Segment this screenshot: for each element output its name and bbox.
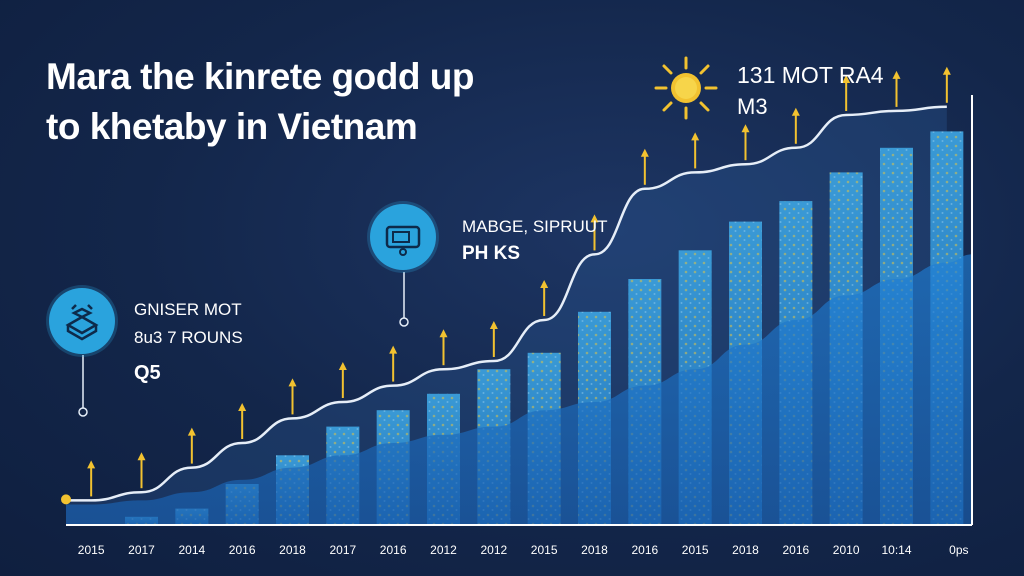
x-tick-label: 2016 — [631, 543, 659, 557]
chart-title: Mara the kinrete godd up to khetaby in V… — [46, 52, 566, 152]
growth-arrow-5 — [338, 362, 347, 398]
callout-3-line-1: 131 MOT RA4 — [737, 62, 884, 88]
trend-line-path — [66, 105, 947, 502]
x-tick-label: 2018 — [279, 543, 306, 557]
callout-2-leader-dot — [399, 317, 409, 327]
title-line-2: to khetaby in Vietnam — [46, 106, 418, 147]
growth-arrow-head-4 — [288, 378, 297, 387]
callout-1-line-3: Q5 — [134, 362, 161, 384]
x-tick-label: 2012 — [480, 543, 508, 557]
x-tick-label: 2017 — [329, 543, 357, 557]
growth-arrow-head-2 — [187, 427, 196, 436]
growth-arrow-head-17 — [942, 66, 951, 75]
growth-arrow-head-14 — [791, 107, 800, 116]
boxes-icon — [65, 304, 99, 341]
trend-start-dot — [61, 494, 71, 505]
callout-leaders — [78, 272, 409, 417]
ticket-icon — [385, 225, 421, 256]
growth-arrow-14 — [791, 107, 800, 144]
growth-arrow-12 — [691, 132, 700, 169]
growth-arrow-9 — [540, 280, 549, 316]
growth-arrow-7 — [439, 329, 448, 366]
growth-arrow-6 — [389, 345, 398, 382]
growth-arrow-head-5 — [338, 362, 347, 370]
callout-3-line-2: M3 — [737, 94, 768, 119]
x-tick-label: 2018 — [732, 543, 759, 557]
growth-arrow-head-8 — [489, 321, 498, 329]
growth-arrow-head-13 — [741, 124, 750, 133]
callout-1-line-1: GNISER MOT — [134, 300, 242, 319]
callout-2-line-2: PH KS — [462, 243, 521, 264]
x-tick-label: 2017 — [128, 543, 155, 557]
growth-arrow-2 — [187, 427, 196, 464]
growth-arrow-head-15 — [842, 75, 851, 83]
growth-arrow-8 — [489, 321, 498, 357]
growth-arrow-head-12 — [691, 132, 700, 141]
growth-arrow-10 — [590, 214, 599, 251]
growth-arrow-head-7 — [439, 329, 448, 338]
growth-arrows — [87, 66, 951, 497]
area-series-fill — [66, 254, 972, 525]
axes — [66, 95, 973, 526]
growth-arrow-13 — [741, 124, 750, 161]
callout-1-leader-dot — [78, 407, 88, 417]
x-tick-label: 2015 — [77, 543, 105, 557]
growth-arrow-head-11 — [640, 148, 649, 157]
growth-arrow-head-0 — [87, 460, 96, 469]
x-tick-label: 2015 — [530, 543, 558, 557]
x-tick-label: 2016 — [782, 543, 810, 557]
title-line-1: Mara the kinrete godd up — [46, 56, 474, 97]
growth-arrow-15 — [842, 75, 851, 111]
x-tick-label: 2010 — [832, 543, 860, 557]
growth-arrow-4 — [288, 378, 297, 415]
growth-arrow-16 — [892, 70, 901, 107]
growth-arrow-1 — [137, 452, 146, 489]
x-tick-label: 2016 — [228, 543, 256, 557]
callout-2-line-1: MABGE, SIPRUUT — [462, 217, 608, 236]
trend-line — [61, 105, 947, 505]
callout-1-badge — [49, 288, 115, 354]
growth-arrow-head-9 — [540, 280, 549, 288]
growth-arrow-head-16 — [892, 70, 901, 79]
growth-arrow-head-1 — [137, 452, 146, 461]
area-series — [66, 254, 972, 525]
growth-arrow-17 — [942, 66, 951, 103]
growth-arrow-11 — [640, 148, 649, 185]
x-tick-label: 2016 — [379, 543, 407, 557]
x-tick-label: 2018 — [581, 543, 608, 557]
x-tick-label: 2015 — [681, 543, 709, 557]
growth-arrow-head-6 — [389, 345, 398, 354]
growth-arrow-3 — [238, 403, 247, 439]
growth-arrow-0 — [87, 460, 96, 497]
x-tick-label: 10:14 — [881, 543, 912, 557]
callout-2-badge — [370, 204, 436, 270]
growth-arrow-head-10 — [590, 214, 599, 223]
x-tick-label: 2014 — [178, 543, 206, 557]
x-tick-label: 0ps — [949, 543, 969, 557]
sun-icon — [654, 56, 718, 120]
growth-arrow-head-3 — [238, 403, 247, 411]
x-tick-label: 2012 — [430, 543, 457, 557]
callout-1-line-2: 8u3 7 ROUNS — [134, 328, 243, 347]
